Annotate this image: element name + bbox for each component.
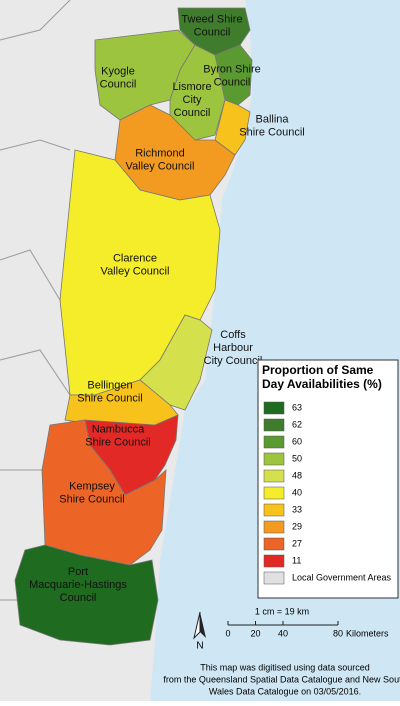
legend-swatch <box>263 520 285 534</box>
legend-value: 50 <box>292 453 302 463</box>
north-label: N <box>196 641 203 652</box>
region-label: Harbour <box>213 342 253 354</box>
legend-value: 60 <box>292 436 302 446</box>
region <box>169 44 226 141</box>
region-label: Clarence <box>113 252 157 264</box>
region-label: Coffs <box>220 329 246 341</box>
region-label: Lismore <box>172 81 211 93</box>
legend-value: 33 <box>292 504 302 514</box>
footnote: This map was digitised using data source… <box>200 662 370 672</box>
legend-value: 29 <box>292 521 302 531</box>
region-label: Bellingen <box>87 379 132 391</box>
legend-swatch <box>263 537 285 551</box>
legend-value: 40 <box>292 487 302 497</box>
region-label: Kyogle <box>101 65 135 77</box>
region-label: Shire Council <box>77 392 142 404</box>
lga-boundaries <box>0 0 71 601</box>
north-arrow <box>193 611 206 640</box>
region-label: Valley Council <box>126 160 195 172</box>
region-label: Shire Council <box>239 126 304 138</box>
legend-title: Proportion of Same <box>262 363 374 377</box>
region-label: Kempsey <box>69 480 115 492</box>
region-label: Council <box>194 26 231 38</box>
region <box>14 544 159 646</box>
region-label: Council <box>214 76 251 88</box>
legend-swatch <box>263 435 285 449</box>
scale-label: 80 <box>333 628 343 638</box>
region-label: Shire Council <box>85 436 150 448</box>
legend-swatch <box>263 571 285 585</box>
legend-value: 48 <box>292 470 302 480</box>
footnote: Wales Data Catalogue on 03/05/2016. <box>209 686 361 696</box>
region-label: Port <box>68 566 88 578</box>
legend-value: 11 <box>292 555 301 565</box>
legend-swatch <box>263 486 285 500</box>
legend-swatch <box>263 452 285 466</box>
region-label: City <box>183 94 202 106</box>
region-label: Council <box>174 107 211 119</box>
legend-swatch <box>263 401 285 415</box>
legend-value: 27 <box>292 538 302 548</box>
footnote: from the Queensland Spatial Data Catalog… <box>163 674 400 684</box>
scale-ratio: 1 cm = 19 km <box>255 606 309 616</box>
legend-swatch <box>263 469 285 483</box>
region-label: Ballina <box>255 113 289 125</box>
scale-label: 40 <box>278 628 288 638</box>
legend-value: 63 <box>292 402 302 412</box>
legend-title: Day Availabilities (%) <box>262 377 382 391</box>
legend-swatch <box>263 554 285 568</box>
region-label: Byron Shire <box>203 63 260 75</box>
region-label: Valley Council <box>101 265 170 277</box>
region-label: Nambucca <box>92 423 145 435</box>
legend-other: Local Government Areas <box>292 572 392 582</box>
region-label: Shire Council <box>59 493 124 505</box>
region-label: Macquarie-Hastings <box>29 579 127 591</box>
region-label: Tweed Shire <box>181 13 242 25</box>
region-label: Richmond <box>135 147 185 159</box>
region-label: Council <box>60 592 97 604</box>
scale-label: 20 <box>250 628 260 638</box>
region-label: City Council <box>204 355 263 367</box>
scale-unit: Kilometers <box>346 628 389 638</box>
region-label: Council <box>100 78 137 90</box>
legend-swatch <box>263 503 285 517</box>
legend-value: 62 <box>292 419 302 429</box>
region <box>94 29 196 121</box>
region <box>139 314 213 411</box>
scale-label: 0 <box>225 628 230 638</box>
legend-swatch <box>263 418 285 432</box>
